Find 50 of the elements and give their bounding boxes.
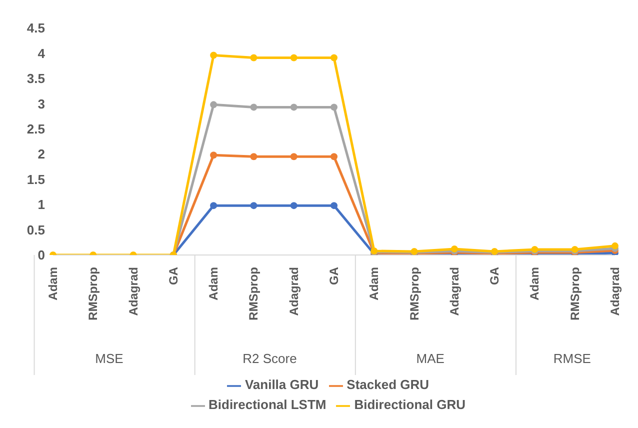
- x-tick-label: Adam: [46, 267, 60, 300]
- x-tick-label: RMSprop: [86, 267, 100, 320]
- x-tick-label: GA: [166, 266, 180, 285]
- point: [330, 104, 338, 111]
- point: [250, 54, 258, 62]
- x-tick-label: RMSprop: [246, 267, 261, 320]
- point: [210, 52, 218, 59]
- x-tick-label: Adam: [528, 267, 542, 300]
- legend-label: Stacked GRU: [346, 377, 430, 392]
- x-tick-label: RMSprop: [568, 267, 582, 320]
- legend-label: Vanilla GRU: [244, 377, 319, 392]
- point: [210, 101, 218, 108]
- y-tick-label: 1.5: [26, 172, 45, 187]
- point: [330, 202, 338, 210]
- y-tick-label: 4.5: [26, 20, 45, 36]
- y-tick-label: 3: [38, 96, 45, 112]
- text: MSE: [95, 351, 124, 366]
- y-tick-label: 4: [38, 46, 46, 61]
- x-tick-label: Adam: [367, 267, 382, 300]
- text: MAE: [416, 351, 445, 366]
- point: [210, 152, 218, 159]
- point: [290, 202, 298, 210]
- point: [330, 153, 338, 160]
- y-tick-label: 2.5: [26, 122, 45, 137]
- legend-label: Bidirectional GRU: [354, 397, 466, 412]
- y-tick-label: 0: [38, 248, 45, 263]
- x-tick-label: RMSprop: [407, 267, 422, 320]
- point: [250, 202, 258, 210]
- text: RMSE: [553, 351, 592, 366]
- x-tick-label: Adagrad: [608, 267, 622, 316]
- x-tick-label: Adagrad: [126, 267, 140, 316]
- y-tick-label: 1: [38, 197, 45, 212]
- point: [250, 104, 258, 111]
- legend-label: Bidirectional LSTM: [208, 397, 326, 412]
- x-tick-label: Adam: [206, 267, 221, 300]
- point: [290, 104, 298, 111]
- y-tick-label: 3.5: [26, 71, 45, 86]
- point: [330, 54, 338, 62]
- x-tick-label: Adagrad: [286, 267, 301, 316]
- y-tick-label: 0.5: [26, 222, 45, 238]
- point: [290, 54, 298, 62]
- x-tick-label: GA: [327, 266, 341, 285]
- point: [290, 153, 298, 160]
- point: [210, 202, 218, 210]
- text: R2 Score: [242, 351, 297, 366]
- x-tick-label: Adagrad: [447, 267, 462, 316]
- x-tick-label: GA: [488, 266, 502, 285]
- point: [612, 242, 618, 250]
- y-tick-label: 2: [38, 146, 45, 162]
- point: [250, 153, 258, 160]
